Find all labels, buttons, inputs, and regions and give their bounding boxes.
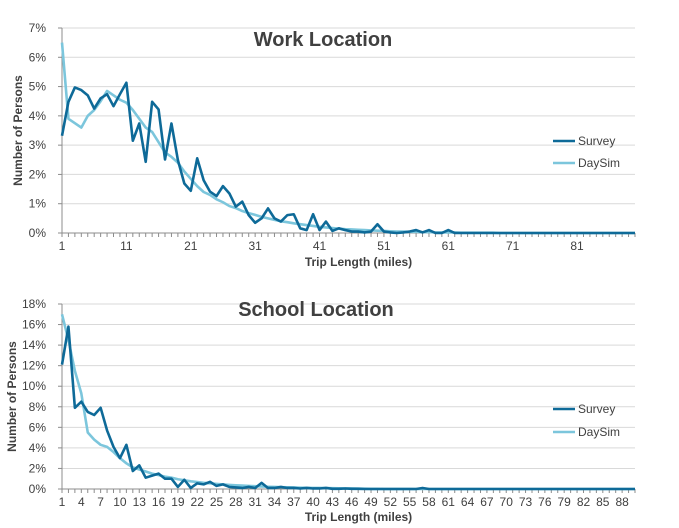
x-tick-label: 82 xyxy=(577,495,591,509)
y-tick-label: 0% xyxy=(29,226,47,240)
y-tick-label: 4% xyxy=(29,109,47,123)
x-tick-label: 37 xyxy=(287,495,301,509)
x-axis-label: Trip Length (miles) xyxy=(305,255,412,269)
x-tick-label: 58 xyxy=(422,495,436,509)
y-tick-label: 10% xyxy=(22,379,46,393)
x-tick-label: 34 xyxy=(268,495,282,509)
x-tick-label: 25 xyxy=(210,495,224,509)
x-tick-label: 51 xyxy=(377,239,391,253)
x-tick-label: 46 xyxy=(345,495,359,509)
x-axis-label: Trip Length (miles) xyxy=(305,510,412,524)
x-tick-label: 61 xyxy=(442,239,456,253)
x-tick-label: 61 xyxy=(442,495,456,509)
y-axis-label: Number of Persons xyxy=(11,75,25,186)
x-tick-label: 43 xyxy=(326,495,340,509)
y-tick-label: 5% xyxy=(29,80,47,94)
x-tick-label: 16 xyxy=(152,495,166,509)
legend-label-survey: Survey xyxy=(578,134,615,148)
x-tick-label: 31 xyxy=(248,495,262,509)
x-tick-label: 21 xyxy=(184,239,198,253)
series-line-survey xyxy=(60,325,635,491)
x-tick-label: 67 xyxy=(480,495,494,509)
y-tick-label: 6% xyxy=(29,420,47,434)
y-tick-label: 18% xyxy=(22,297,46,311)
school-location-chart: 0% 2% 4% 6% 8% 10% 12% 14% 16% 18% 1 4 7 10 13 16 19 22 25… xyxy=(5,297,636,524)
x-tick-label: 1 xyxy=(59,239,66,253)
chart-title: School Location xyxy=(238,299,394,321)
x-tick-label: 22 xyxy=(191,495,205,509)
x-tick-label: 73 xyxy=(519,495,533,509)
series-line-survey xyxy=(60,81,635,235)
x-tick-label: 41 xyxy=(313,239,327,253)
x-tick-label: 49 xyxy=(364,495,378,509)
x-tick-label: 85 xyxy=(596,495,610,509)
x-tick-label: 11 xyxy=(120,239,133,253)
x-tick-label: 55 xyxy=(403,495,417,509)
y-tick-label: 14% xyxy=(22,338,46,352)
legend-label-daysim: DaySim xyxy=(578,156,620,170)
series-line-daysim xyxy=(60,313,635,491)
x-tick-label: 1 xyxy=(59,495,66,509)
y-tick-label: 2% xyxy=(29,167,47,181)
x-tick-label: 76 xyxy=(538,495,552,509)
x-tick-label: 13 xyxy=(133,495,147,509)
y-tick-label: 7% xyxy=(29,21,47,35)
y-axis-label: Number of Persons xyxy=(5,341,19,452)
x-tick-label: 88 xyxy=(615,495,629,509)
x-tick-label: 79 xyxy=(558,495,572,509)
x-tick-label: 10 xyxy=(113,495,127,509)
y-tick-label: 8% xyxy=(29,400,47,414)
y-tick-label: 2% xyxy=(29,461,47,475)
y-tick-label: 3% xyxy=(29,138,47,152)
x-tick-label: 64 xyxy=(461,495,475,509)
x-tick-label: 70 xyxy=(500,495,514,509)
legend-label-daysim: DaySim xyxy=(578,425,620,439)
y-tick-label: 1% xyxy=(29,197,47,211)
y-tick-label: 16% xyxy=(22,318,46,332)
x-tick-label: 31 xyxy=(248,239,262,253)
x-tick-label: 81 xyxy=(570,239,584,253)
legend-label-survey: Survey xyxy=(578,402,615,416)
x-tick-label: 40 xyxy=(306,495,320,509)
x-tick-label: 52 xyxy=(384,495,398,509)
x-tick-label: 4 xyxy=(78,495,85,509)
y-tick-label: 4% xyxy=(29,441,47,455)
y-tick-label: 0% xyxy=(29,482,47,496)
x-tick-label: 28 xyxy=(229,495,243,509)
y-tick-label: 12% xyxy=(22,359,46,373)
x-tick-label: 7 xyxy=(97,495,104,509)
y-tick-label: 6% xyxy=(29,50,47,64)
x-tick-label: 19 xyxy=(171,495,185,509)
x-tick-label: 71 xyxy=(506,239,520,253)
chart-title: Work Location xyxy=(254,29,393,51)
